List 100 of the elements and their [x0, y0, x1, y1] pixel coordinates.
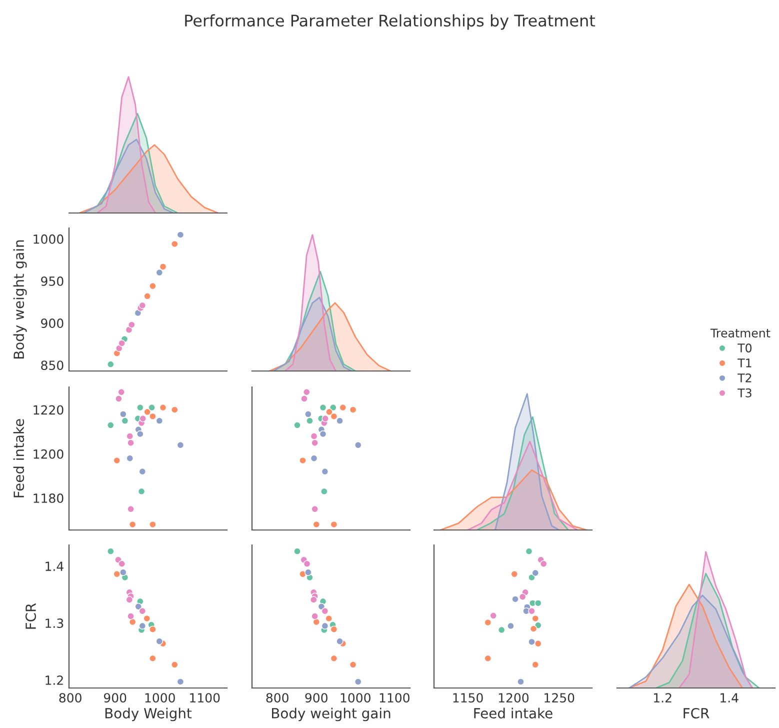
- point: [528, 607, 536, 615]
- y-tick-label: 850: [41, 360, 64, 370]
- point: [118, 388, 125, 396]
- point: [540, 560, 548, 568]
- point: [321, 622, 329, 630]
- point: [138, 622, 146, 630]
- legend-label: T3: [738, 388, 752, 398]
- point: [312, 618, 320, 626]
- point: [336, 417, 344, 424]
- point: [118, 340, 126, 347]
- point: [498, 626, 506, 634]
- point: [532, 661, 539, 668]
- point: [121, 417, 129, 424]
- point: [171, 661, 178, 668]
- point: [156, 638, 164, 645]
- point: [532, 569, 539, 577]
- point: [319, 430, 327, 438]
- y-axis-title: FCR: [26, 603, 36, 629]
- point: [304, 410, 312, 418]
- point: [484, 618, 492, 626]
- text: Performance Parameter Relationships by Treatment: [185, 14, 596, 30]
- point: [300, 395, 308, 402]
- point: [507, 622, 514, 630]
- x-tick-label: 1.4: [720, 693, 738, 702]
- point: [354, 678, 362, 686]
- point: [534, 640, 542, 648]
- point: [299, 456, 306, 464]
- point: [349, 661, 357, 668]
- point: [319, 404, 327, 412]
- y-axis-title: Feed intake: [13, 419, 24, 498]
- point: [310, 454, 318, 462]
- point: [518, 593, 526, 600]
- point: [118, 560, 126, 568]
- point: [304, 568, 312, 576]
- x-tick-label: 1250: [544, 693, 574, 703]
- point: [143, 614, 150, 622]
- point: [528, 574, 536, 582]
- x-tick-label: 1.2: [654, 693, 672, 702]
- point: [303, 560, 311, 568]
- point: [303, 388, 310, 396]
- point: [128, 321, 136, 328]
- point: [330, 520, 338, 528]
- point: [171, 240, 178, 248]
- x-axis-title: Body Weight: [105, 708, 192, 722]
- point: [136, 430, 144, 438]
- point: [149, 654, 156, 662]
- point: [330, 626, 338, 633]
- x-tick-label: 800: [266, 693, 288, 703]
- point: [120, 568, 127, 576]
- point: [171, 406, 178, 414]
- legend-label: T1: [738, 358, 752, 368]
- x-axis-title: Body weight gain: [272, 708, 390, 722]
- x-tick-label: 900: [305, 693, 328, 703]
- point: [128, 520, 136, 528]
- point: [311, 439, 318, 446]
- point: [128, 618, 136, 626]
- point: [321, 607, 329, 615]
- point: [528, 638, 536, 646]
- point: [120, 410, 127, 418]
- point: [530, 625, 538, 632]
- point: [107, 422, 114, 429]
- point: [148, 404, 156, 412]
- point: [107, 360, 114, 368]
- point: [138, 488, 146, 495]
- point: [144, 292, 151, 300]
- point: [176, 678, 184, 686]
- point: [138, 607, 146, 615]
- x-tick-label: 1200: [498, 693, 529, 703]
- point: [510, 570, 518, 578]
- point: [127, 612, 134, 620]
- y-axis-title: Body weight gain: [13, 240, 27, 358]
- point: [149, 282, 156, 290]
- legend-label: T2: [738, 373, 752, 382]
- x-axis-title: Feed intake: [474, 708, 552, 718]
- point: [330, 654, 338, 662]
- point: [330, 412, 338, 420]
- point: [144, 408, 151, 416]
- y-tick-label: 1180: [34, 493, 64, 503]
- point: [115, 395, 122, 402]
- y-tick-label: 1.4: [46, 562, 64, 571]
- point: [176, 441, 184, 449]
- point: [127, 439, 134, 446]
- point: [525, 548, 533, 555]
- x-tick-label: 1000: [145, 693, 175, 703]
- x-axis-title: FCR: [684, 708, 710, 718]
- point: [156, 417, 164, 424]
- point: [310, 432, 318, 440]
- point: [107, 548, 114, 555]
- y-tick-label: 900: [41, 318, 64, 328]
- point: [159, 263, 167, 270]
- x-tick-label: 1100: [380, 693, 410, 703]
- point: [484, 654, 492, 662]
- point: [134, 602, 142, 610]
- x-tick-label: 1100: [190, 693, 220, 703]
- y-tick-label: 1000: [34, 234, 64, 244]
- y-tick-label: 1200: [34, 449, 64, 459]
- point: [294, 548, 301, 555]
- point: [310, 596, 318, 604]
- y-tick-label: 1.2: [46, 675, 63, 685]
- point: [312, 520, 320, 528]
